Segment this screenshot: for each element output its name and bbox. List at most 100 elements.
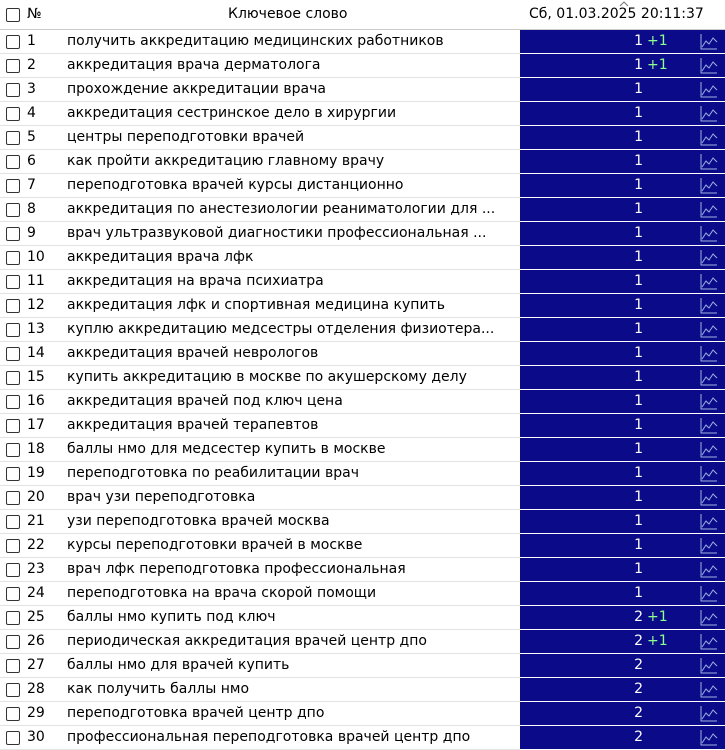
chart-icon[interactable] (700, 201, 718, 218)
table-row: 9 врач ультразвуковой диагностики професс… (0, 222, 725, 246)
row-checkbox[interactable] (6, 35, 20, 49)
chart-icon[interactable] (700, 537, 718, 554)
position-cell: 1 (520, 150, 725, 174)
chart-icon[interactable] (700, 609, 718, 626)
row-checkbox[interactable] (6, 131, 20, 145)
row-checkbox[interactable] (6, 539, 20, 553)
keyword: периодическая аккредитация врачей центр … (67, 633, 427, 649)
row-number: 26 (27, 633, 45, 649)
chart-icon[interactable] (700, 57, 718, 74)
chart-icon[interactable] (700, 177, 718, 194)
chart-icon[interactable] (700, 153, 718, 170)
keyword: профессиональная переподготовка врачей ц… (67, 729, 471, 745)
chart-icon[interactable] (700, 465, 718, 482)
keyword: узи переподготовка врачей москва (67, 513, 330, 529)
row-checkbox[interactable] (6, 347, 20, 361)
chart-icon[interactable] (700, 513, 718, 530)
row-checkbox[interactable] (6, 443, 20, 457)
position-cell: 1 (520, 486, 725, 510)
row-checkbox[interactable] (6, 707, 20, 721)
row-checkbox[interactable] (6, 323, 20, 337)
keyword: как получить баллы нмо (67, 681, 250, 697)
row-checkbox[interactable] (6, 275, 20, 289)
chart-icon[interactable] (700, 273, 718, 290)
chart-icon[interactable] (700, 489, 718, 506)
row-checkbox[interactable] (6, 107, 20, 121)
row-checkbox[interactable] (6, 467, 20, 481)
chart-icon[interactable] (700, 321, 718, 338)
row-checkbox[interactable] (6, 395, 20, 409)
position: 1 (634, 273, 643, 289)
row-checkbox[interactable] (6, 155, 20, 169)
keyword: переподготовка на врача скорой помощи (67, 585, 377, 601)
row-number: 6 (27, 153, 36, 169)
row-checkbox[interactable] (6, 83, 20, 97)
row-checkbox[interactable] (6, 251, 20, 265)
sort-indicator (619, 1, 629, 7)
row-checkbox[interactable] (6, 563, 20, 577)
position: 1 (634, 57, 643, 73)
chart-icon[interactable] (700, 657, 718, 674)
position: 1 (634, 537, 643, 553)
row-number: 15 (27, 369, 45, 385)
position-delta: +1 (647, 633, 668, 649)
position: 1 (634, 321, 643, 337)
position: 1 (634, 177, 643, 193)
keyword-header[interactable]: Ключевое слово (228, 6, 348, 22)
keyword: переподготовка врачей курсы дистанционно (67, 177, 404, 193)
row-checkbox[interactable] (6, 371, 20, 385)
table-row: 5 центры переподготовки врачей 1 (0, 126, 725, 150)
row-checkbox[interactable] (6, 179, 20, 193)
date-header[interactable]: Сб, 01.03.2025 20:11:37 (529, 6, 704, 22)
row-checkbox[interactable] (6, 491, 20, 505)
keyword: купить аккредитацию в москве по акушерск… (67, 369, 467, 385)
chart-icon[interactable] (700, 417, 718, 434)
number-header[interactable]: № (27, 6, 42, 22)
chart-icon[interactable] (700, 345, 718, 362)
chart-icon[interactable] (700, 225, 718, 242)
row-number: 27 (27, 657, 45, 673)
table-row: 3 прохождение аккредитации врача 1 (0, 78, 725, 102)
row-checkbox[interactable] (6, 59, 20, 73)
row-checkbox[interactable] (6, 227, 20, 241)
row-checkbox[interactable] (6, 299, 20, 313)
chart-icon[interactable] (700, 129, 718, 146)
chart-icon[interactable] (700, 105, 718, 122)
keyword: аккредитация врачей под ключ цена (67, 393, 343, 409)
table-row: 2 аккредитация врача дерматолога 1 +1 (0, 54, 725, 78)
chart-icon[interactable] (700, 33, 718, 50)
table-row: 19 переподготовка по реабилитации врач 1 (0, 462, 725, 486)
row-checkbox[interactable] (6, 635, 20, 649)
row-checkbox[interactable] (6, 731, 20, 745)
chart-icon[interactable] (700, 81, 718, 98)
chart-icon[interactable] (700, 393, 718, 410)
position: 2 (634, 657, 643, 673)
chart-icon[interactable] (700, 681, 718, 698)
position: 1 (634, 33, 643, 49)
select-all-checkbox[interactable] (6, 8, 20, 22)
row-checkbox[interactable] (6, 683, 20, 697)
chart-icon[interactable] (700, 729, 718, 746)
chart-icon[interactable] (700, 369, 718, 386)
table-row: 7 переподготовка врачей курсы дистанционн… (0, 174, 725, 198)
row-checkbox[interactable] (6, 515, 20, 529)
chart-icon[interactable] (700, 585, 718, 602)
row-checkbox[interactable] (6, 587, 20, 601)
row-checkbox[interactable] (6, 419, 20, 433)
row-number: 7 (27, 177, 36, 193)
chart-icon[interactable] (700, 561, 718, 578)
position: 1 (634, 129, 643, 145)
chart-icon[interactable] (700, 633, 718, 650)
chart-icon[interactable] (700, 297, 718, 314)
row-checkbox[interactable] (6, 203, 20, 217)
keyword: аккредитация врачей неврологов (67, 345, 319, 361)
position: 1 (634, 441, 643, 457)
chart-icon[interactable] (700, 705, 718, 722)
row-checkbox[interactable] (6, 659, 20, 673)
table-row: 29 переподготовка врачей центр дпо 2 (0, 702, 725, 726)
chart-icon[interactable] (700, 441, 718, 458)
position: 1 (634, 417, 643, 433)
row-checkbox[interactable] (6, 611, 20, 625)
chart-icon[interactable] (700, 249, 718, 266)
row-number: 30 (27, 729, 45, 745)
